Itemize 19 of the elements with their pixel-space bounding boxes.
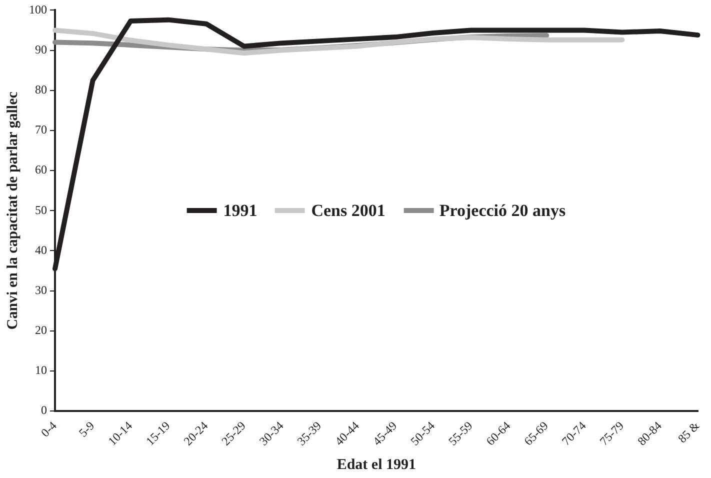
legend-label: 1991 bbox=[223, 200, 258, 221]
y-tick-label: 50 bbox=[35, 202, 47, 217]
x-tick-label: 85 & bbox=[675, 418, 703, 446]
y-tick-label: 80 bbox=[35, 82, 47, 97]
y-tick-label: 90 bbox=[35, 42, 47, 56]
y-tick-label: 100 bbox=[29, 2, 47, 16]
y-tick-label: 0 bbox=[41, 403, 47, 418]
x-tick-label: 0-4 bbox=[38, 418, 60, 440]
y-axis-title: Canvi en la capacitat de parlar gallec bbox=[4, 91, 21, 330]
legend-label: Projecció 20 anys bbox=[439, 200, 566, 221]
y-tick-label: 40 bbox=[35, 242, 47, 257]
y-tick-label: 10 bbox=[35, 363, 47, 378]
y-tick-label: 60 bbox=[35, 162, 47, 177]
y-tick-label: 20 bbox=[35, 323, 47, 338]
legend-label: Cens 2001 bbox=[311, 200, 386, 221]
y-tick-label: 30 bbox=[35, 282, 47, 297]
x-axis-title: Edat el 1991 bbox=[336, 456, 416, 473]
y-tick-label: 70 bbox=[35, 122, 47, 137]
x-tick-label: 5-9 bbox=[76, 418, 98, 440]
